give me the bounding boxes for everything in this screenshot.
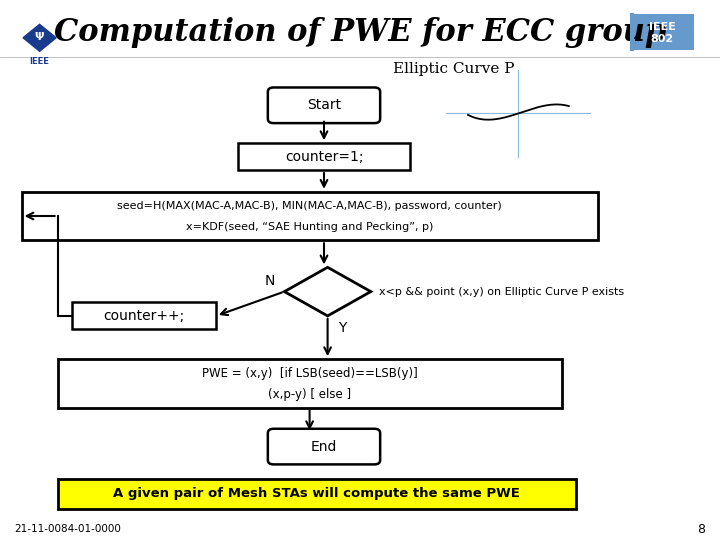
Text: (x,p-y) [ else ]: (x,p-y) [ else ] [268, 388, 351, 401]
Text: End: End [311, 440, 337, 454]
Text: Y: Y [338, 321, 346, 335]
FancyBboxPatch shape [0, 0, 720, 65]
FancyBboxPatch shape [72, 302, 216, 329]
Text: IEEE: IEEE [30, 57, 50, 65]
FancyBboxPatch shape [58, 479, 576, 509]
Text: x<p && point (x,y) on Elliptic Curve P exists: x<p && point (x,y) on Elliptic Curve P e… [379, 287, 624, 296]
Text: N: N [265, 274, 275, 288]
Text: Ψ: Ψ [35, 32, 45, 42]
Text: seed=H(MAX(MAC-A,MAC-B), MIN(MAC-A,MAC-B), password, counter): seed=H(MAX(MAC-A,MAC-B), MIN(MAC-A,MAC-B… [117, 201, 502, 211]
Text: IEEE: IEEE [649, 22, 676, 32]
Text: counter++;: counter++; [104, 309, 184, 323]
Text: 21-11-0084-01-0000: 21-11-0084-01-0000 [14, 524, 121, 534]
FancyBboxPatch shape [268, 429, 380, 464]
Text: PWE = (x,y)  [if LSB(seed)==LSB(y)]: PWE = (x,y) [if LSB(seed)==LSB(y)] [202, 367, 418, 380]
Text: Start: Start [307, 98, 341, 112]
Text: Elliptic Curve P: Elliptic Curve P [393, 62, 514, 76]
Text: 8: 8 [698, 523, 706, 536]
Text: x=KDF(seed, “SAE Hunting and Pecking”, p): x=KDF(seed, “SAE Hunting and Pecking”, p… [186, 222, 433, 232]
FancyBboxPatch shape [268, 87, 380, 123]
Text: 802: 802 [651, 34, 674, 44]
FancyBboxPatch shape [632, 15, 693, 49]
Polygon shape [284, 267, 371, 316]
FancyBboxPatch shape [22, 192, 598, 240]
Text: counter=1;: counter=1; [284, 150, 364, 164]
Text: A given pair of Mesh STAs will compute the same PWE: A given pair of Mesh STAs will compute t… [113, 487, 521, 501]
Text: Computation of PWE for ECC group: Computation of PWE for ECC group [54, 17, 666, 48]
Polygon shape [23, 24, 56, 51]
FancyBboxPatch shape [238, 143, 410, 170]
FancyBboxPatch shape [58, 359, 562, 408]
